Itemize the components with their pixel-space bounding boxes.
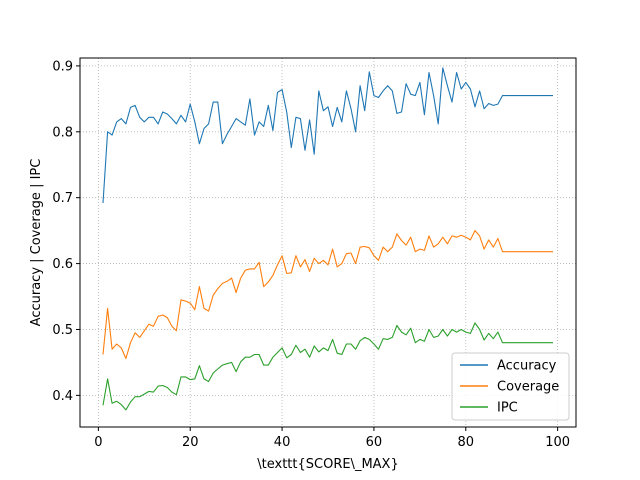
series-lines xyxy=(102,67,553,411)
y-tick-label: 0.5 xyxy=(52,323,73,338)
x-tick-label: 80 xyxy=(458,435,475,450)
y-tick-label: 0.4 xyxy=(52,389,73,404)
axis-ticks: 0 20 40 60 80 100 0.4 0.5 0.6 0.7 0.8 0.9 xyxy=(52,59,570,450)
coverage-series-line xyxy=(102,230,553,360)
x-tick-label: 0 xyxy=(94,435,102,450)
x-tick-label: 20 xyxy=(182,435,199,450)
y-axis-label: Accuracy | Coverage | IPC xyxy=(29,159,44,327)
legend-label: Coverage xyxy=(497,380,559,395)
legend-label: Accuracy xyxy=(497,359,557,374)
legend-label: IPC xyxy=(497,401,518,416)
y-tick-label: 0.8 xyxy=(52,125,73,140)
legend: Accuracy Coverage IPC xyxy=(451,352,570,421)
x-axis-label: \texttt{SCORE\_MAX} xyxy=(257,457,398,472)
ipc-series-line xyxy=(102,322,553,411)
y-tick-label: 0.7 xyxy=(52,191,73,206)
plot-frame xyxy=(79,57,577,428)
x-tick-label: 40 xyxy=(274,435,291,450)
y-tick-label: 0.6 xyxy=(52,257,73,272)
y-tick-label: 0.9 xyxy=(52,59,73,74)
x-tick-label: 60 xyxy=(366,435,383,450)
x-tick-label: 100 xyxy=(545,435,570,450)
accuracy-series-line xyxy=(102,67,553,204)
legend-box xyxy=(451,352,570,421)
